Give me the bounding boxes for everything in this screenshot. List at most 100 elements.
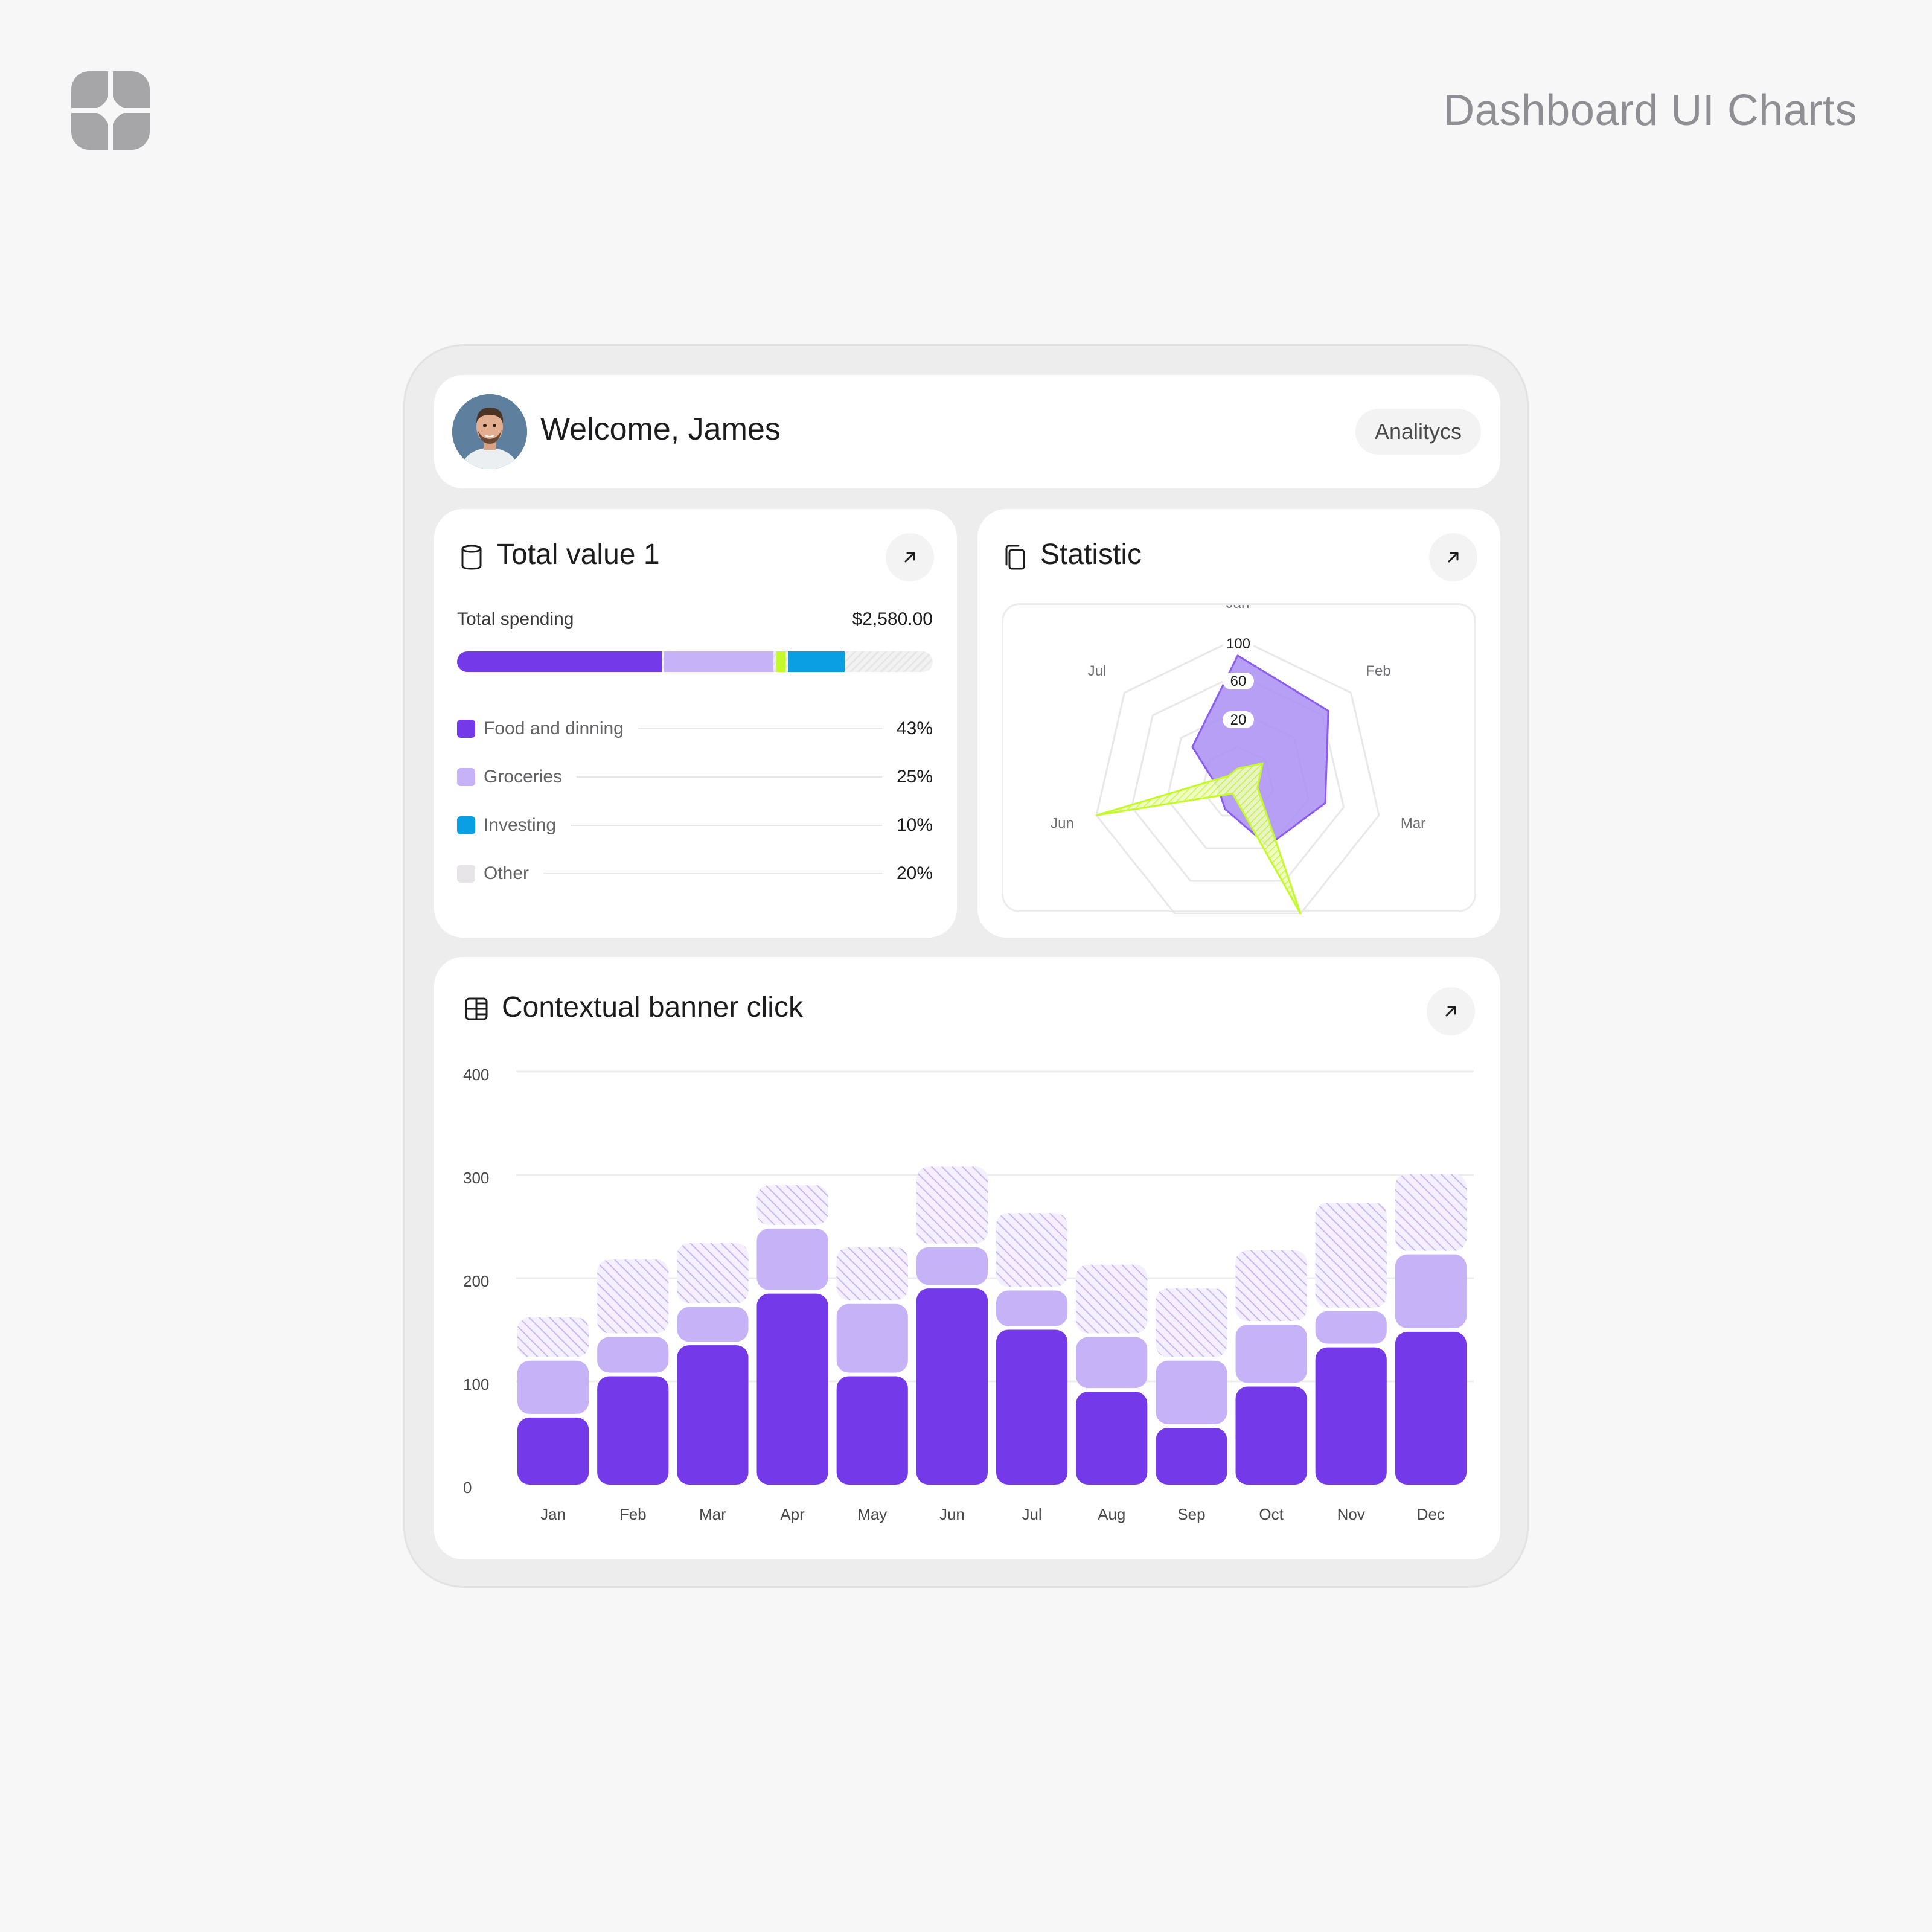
bar-segment[interactable] — [1156, 1288, 1227, 1357]
legend-row: Investing 10% — [457, 813, 933, 837]
radar-axis-label: Mar — [1401, 815, 1425, 831]
database-icon — [461, 545, 482, 570]
welcome-heading: Welcome, James — [540, 412, 781, 447]
radar-chart-panel: 1006020JanFebMarAprMayJunJul — [1002, 603, 1476, 914]
dashboard-frame: Welcome, James Analitycs Total value 1 T… — [403, 344, 1529, 1588]
bar-segment[interactable] — [1315, 1311, 1387, 1344]
radar-grid-ring — [1095, 637, 1380, 914]
radar-tick-bg — [1223, 635, 1254, 652]
spending-segment — [457, 651, 662, 672]
y-tick-label: 300 — [463, 1169, 489, 1187]
bar-segment[interactable] — [1395, 1254, 1467, 1328]
bar-segment[interactable] — [836, 1247, 908, 1300]
bar-segment[interactable] — [677, 1243, 749, 1303]
bar-segment[interactable] — [1076, 1264, 1148, 1334]
welcome-card: Welcome, James Analitycs — [434, 375, 1500, 488]
statistic-card: Statistic 1006020JanFebMarAprMayJunJul — [977, 509, 1500, 938]
radar-axis-label: Jul — [1088, 663, 1107, 679]
legend-percent: 10% — [896, 815, 933, 835]
legend-row: Other 20% — [457, 862, 933, 886]
legend-swatch — [457, 768, 475, 786]
bar-segment[interactable] — [517, 1417, 589, 1485]
total-value-title: Total value 1 — [497, 539, 660, 571]
bar-segment[interactable] — [1315, 1203, 1387, 1308]
bar-segment[interactable] — [1235, 1250, 1307, 1321]
legend-divider — [638, 728, 882, 729]
contextual-banner-expand-button[interactable] — [1427, 987, 1475, 1035]
legend-divider — [543, 873, 882, 874]
bar-segment[interactable] — [517, 1317, 589, 1357]
x-tick-label: Feb — [619, 1505, 647, 1523]
radar-series — [1191, 654, 1329, 847]
bar-segment[interactable] — [677, 1307, 749, 1342]
legend-divider — [571, 825, 882, 826]
bar-segment[interactable] — [597, 1259, 669, 1334]
contextual-banner-title: Contextual banner click — [502, 991, 803, 1023]
bar-segment[interactable] — [996, 1213, 1068, 1287]
bar-segment[interactable] — [677, 1345, 749, 1485]
bar-segment[interactable] — [1395, 1174, 1467, 1251]
stacked-bar-chart: 400 300 200 100 0 Jan Feb Mar Apr May Jun Jul Aug Sep… — [463, 1066, 1474, 1523]
bar-segment[interactable] — [1235, 1386, 1307, 1485]
radar-tick-label: 20 — [1230, 712, 1247, 728]
legend-row: Food and dinning 43% — [457, 717, 933, 741]
bar-segment[interactable] — [1235, 1324, 1307, 1383]
bar-segment[interactable] — [836, 1303, 908, 1373]
layout-grid-icon — [465, 997, 488, 1020]
total-value-expand-button[interactable] — [886, 533, 934, 581]
legend-label: Investing — [484, 815, 557, 835]
radar-tick-label: 100 — [1226, 636, 1250, 652]
bar-segment[interactable] — [756, 1293, 828, 1485]
analytics-button[interactable]: Analitycs — [1355, 409, 1481, 455]
page-heading: Dashboard UI Charts — [1443, 86, 1857, 135]
spending-segment — [664, 651, 774, 672]
total-spending-value: $2,580.00 — [852, 609, 933, 629]
y-tick-label: 0 — [463, 1479, 472, 1497]
bar-segment[interactable] — [996, 1329, 1068, 1485]
bar-segment[interactable] — [517, 1360, 589, 1414]
legend-label: Other — [484, 863, 529, 883]
y-tick-label: 200 — [463, 1272, 489, 1290]
statistic-expand-button[interactable] — [1429, 533, 1477, 581]
legend-percent: 25% — [896, 767, 933, 787]
legend-percent: 43% — [896, 718, 933, 738]
bar-segment[interactable] — [1156, 1427, 1227, 1485]
radar-chart: 1006020JanFebMarAprMayJunJul — [1051, 605, 1425, 914]
bar-segment[interactable] — [756, 1228, 828, 1290]
radar-series — [1095, 762, 1302, 914]
total-value-card: Total value 1 Total spending $2,580.00 F… — [434, 509, 957, 938]
x-tick-label: Oct — [1259, 1505, 1284, 1523]
bar-segment[interactable] — [597, 1376, 669, 1485]
x-tick-label: Apr — [780, 1505, 805, 1523]
radar-tick-bg — [1223, 673, 1254, 689]
statistic-title: Statistic — [1040, 539, 1142, 571]
bar-segment[interactable] — [756, 1185, 828, 1225]
y-tick-label: 100 — [463, 1375, 489, 1393]
bar-segment[interactable] — [1156, 1360, 1227, 1424]
radar-axis-label: Feb — [1366, 663, 1390, 679]
bar-segment[interactable] — [916, 1247, 988, 1285]
x-tick-label: Aug — [1098, 1505, 1125, 1523]
bar-segment[interactable] — [916, 1166, 988, 1244]
bar-segment[interactable] — [1076, 1392, 1148, 1485]
bar-segment[interactable] — [1395, 1331, 1467, 1485]
legend-label: Groceries — [484, 767, 563, 787]
legend-swatch — [457, 720, 475, 738]
user-avatar[interactable] — [452, 394, 527, 469]
x-tick-label: Jan — [540, 1505, 566, 1523]
x-tick-label: May — [857, 1505, 887, 1523]
sparkle-tile-icon — [71, 71, 150, 150]
bar-segment[interactable] — [916, 1288, 988, 1485]
bar-segment[interactable] — [836, 1376, 908, 1485]
bar-segment[interactable] — [996, 1290, 1068, 1326]
radar-axis-label: Jun — [1051, 815, 1074, 831]
legend-swatch — [457, 816, 475, 834]
x-tick-label: Nov — [1337, 1505, 1365, 1523]
bar-segment[interactable] — [597, 1337, 669, 1373]
radar-tick-label: 60 — [1230, 673, 1247, 689]
x-tick-label: Sep — [1177, 1505, 1205, 1523]
bar-segment[interactable] — [1315, 1347, 1387, 1485]
spending-breakdown-bar — [457, 651, 933, 672]
bar-segment[interactable] — [1076, 1337, 1148, 1389]
contextual-banner-card: Contextual banner click 400 300 200 100 0 Jan… — [434, 957, 1500, 1559]
